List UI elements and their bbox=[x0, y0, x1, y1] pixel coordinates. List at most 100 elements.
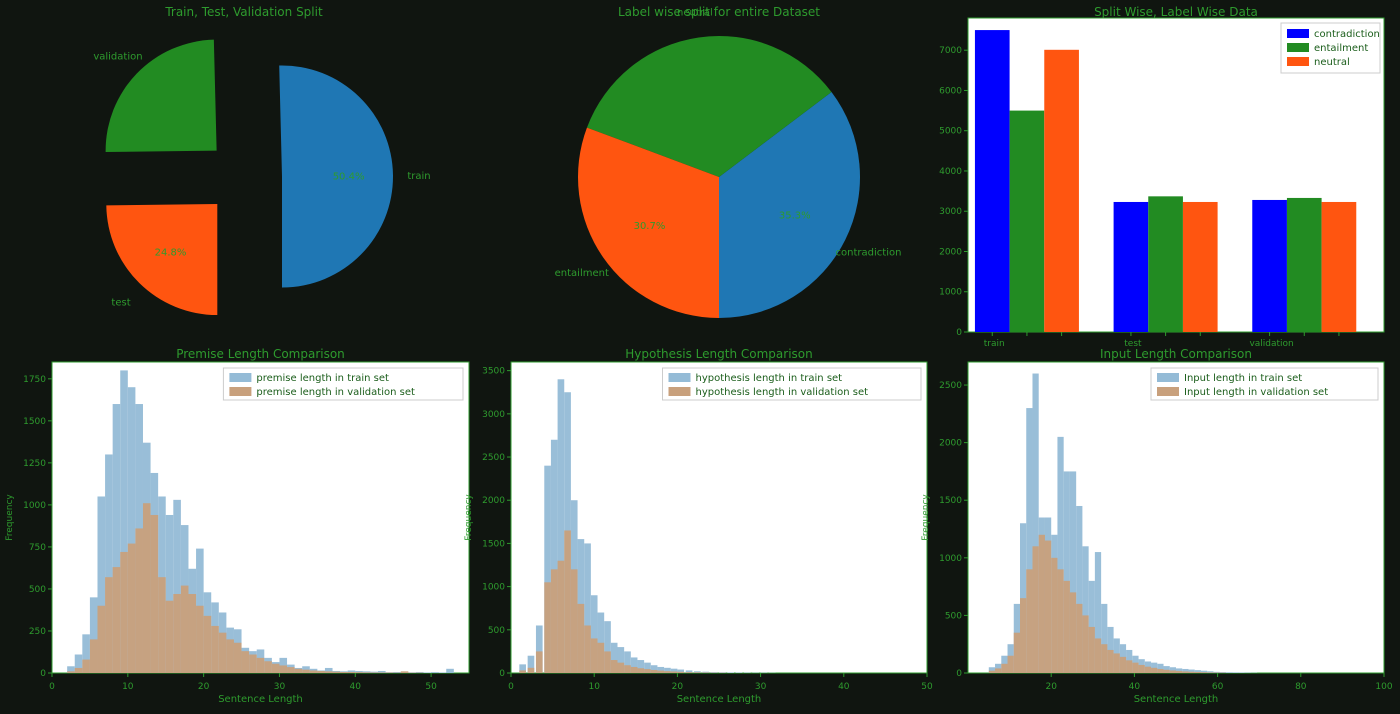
hypothesis-hist-bar-validation bbox=[564, 530, 571, 673]
bar-chart-ytick-label: 4000 bbox=[939, 167, 962, 177]
hypothesis-hist-bar-validation bbox=[702, 672, 709, 673]
input-hist-bar-validation bbox=[1095, 638, 1101, 673]
bar-train-contradiction bbox=[975, 30, 1010, 332]
input-hist-bar-validation bbox=[989, 671, 995, 673]
input-hist-bar-validation bbox=[1057, 569, 1063, 673]
premise-hist-bar-validation bbox=[340, 672, 348, 673]
input-hist-bar-validation bbox=[1151, 668, 1157, 673]
bar-chart-ytick-label: 0 bbox=[956, 328, 962, 338]
hypothesis-hist-bar-validation bbox=[571, 569, 578, 673]
premise-hist-bar-validation bbox=[348, 672, 356, 673]
premise-hist-ytick-label: 250 bbox=[29, 627, 46, 637]
bar-train-neutral bbox=[1044, 50, 1079, 332]
input-hist-bar-validation bbox=[1145, 667, 1151, 673]
hypothesis-hist-legend-swatch bbox=[669, 373, 691, 382]
bar-chart-ytick-label: 7000 bbox=[939, 46, 962, 56]
premise-hist-ytick-label: 1750 bbox=[23, 375, 46, 385]
premise-hist-bar-validation bbox=[75, 668, 83, 673]
input-hist-legend-label: Input length in validation set bbox=[1184, 387, 1328, 398]
bar-chart-ytick-label: 2000 bbox=[939, 247, 962, 257]
input-hist-legend-swatch bbox=[1157, 387, 1179, 396]
label-pie-slice-pct-contradiction: 35.3% bbox=[779, 211, 811, 222]
hypothesis-hist-bar-validation bbox=[671, 671, 678, 673]
premise-hist-bar-validation bbox=[219, 633, 227, 673]
hypothesis-hist-ytick-label: 3500 bbox=[482, 367, 505, 377]
input-hist-ytick-label: 2500 bbox=[939, 381, 962, 391]
label-pie-slice-label-neutral: neutral bbox=[677, 8, 713, 19]
premise-hist-bar-validation bbox=[211, 626, 219, 673]
bar-chart-legend-label-entailment: entailment bbox=[1314, 43, 1368, 54]
hypothesis-hist-ytick-label: 3000 bbox=[482, 410, 505, 420]
input-hist-bar-train bbox=[1226, 672, 1232, 673]
premise-hist-bar-validation bbox=[181, 586, 189, 673]
input-hist-ytick-label: 1500 bbox=[939, 496, 962, 506]
split-pie-slice-label-validation: validation bbox=[93, 52, 142, 63]
premise-hist-bar-validation bbox=[135, 528, 143, 673]
premise-hist-bar-validation bbox=[67, 671, 75, 673]
bar-test-contradiction bbox=[1114, 202, 1149, 332]
premise-hist-bar-validation bbox=[113, 567, 121, 673]
premise-hist-bar-validation bbox=[257, 658, 265, 673]
label-pie-slice-label-contradiction: contradiction bbox=[836, 247, 902, 258]
premise-hist-bar-validation bbox=[90, 639, 98, 673]
hypothesis-hist-xtick-label: 10 bbox=[588, 682, 600, 692]
input-hist-xtick-label: 80 bbox=[1295, 682, 1307, 692]
hypothesis-hist-bar-validation bbox=[551, 569, 558, 673]
premise-hist-bar-validation bbox=[355, 672, 363, 673]
premise-hist-legend-label: premise length in train set bbox=[256, 373, 389, 384]
input-hist-ytick-label: 500 bbox=[945, 611, 962, 621]
premise-hist-bar-validation bbox=[128, 544, 136, 673]
hypothesis-hist-bar-validation bbox=[657, 671, 664, 673]
premise-hist-legend-swatch bbox=[229, 387, 251, 396]
hypothesis-hist-legend-swatch bbox=[669, 387, 691, 396]
hypothesis-hist-bar-train bbox=[727, 672, 734, 673]
split-pie-slice-label-train: train bbox=[407, 171, 430, 182]
hypothesis-hist-bar-validation bbox=[617, 663, 624, 673]
input-hist-ytick-label: 2000 bbox=[939, 439, 962, 449]
input-hist-xtick-label: 60 bbox=[1212, 682, 1224, 692]
input-hist-bar-validation bbox=[1082, 615, 1088, 673]
premise-hist-bar-validation bbox=[264, 661, 272, 673]
premise-hist-xlabel: Sentence Length bbox=[218, 694, 303, 705]
premise-hist-bar-validation bbox=[272, 664, 280, 673]
input-hist-bar-validation bbox=[1064, 581, 1070, 673]
input-hist-bar-validation bbox=[1201, 672, 1207, 673]
input-hist-bar-validation bbox=[1107, 650, 1113, 673]
bar-chart-title: Split Wise, Label Wise Data bbox=[1094, 5, 1258, 19]
premise-hist-xtick-label: 0 bbox=[49, 682, 55, 692]
input-hist-bar-validation bbox=[1101, 644, 1107, 673]
hypothesis-hist-bar-validation bbox=[637, 668, 644, 673]
input-hist-bar-validation bbox=[1170, 670, 1176, 673]
hypothesis-hist-ytick-label: 1500 bbox=[482, 539, 505, 549]
input-hist-bar-train bbox=[1232, 672, 1238, 673]
hypothesis-hist-ytick-label: 2500 bbox=[482, 453, 505, 463]
hypothesis-hist-ylabel: Frequency bbox=[464, 494, 474, 541]
premise-hist-bar-validation bbox=[287, 667, 295, 673]
hypothesis-hist-legend-label: hypothesis length in train set bbox=[696, 373, 843, 384]
premise-hist-bar-train bbox=[431, 672, 439, 673]
premise-hist-bar-validation bbox=[333, 672, 341, 673]
premise-hist-bar-validation bbox=[310, 670, 318, 673]
premise-hist-bar-validation bbox=[317, 671, 325, 673]
premise-hist-bar-train bbox=[446, 669, 454, 673]
input-hist-bar-validation bbox=[1114, 653, 1120, 673]
hypothesis-hist-bar-validation bbox=[598, 643, 605, 673]
input-hist-xtick-label: 100 bbox=[1375, 682, 1392, 692]
input-hist-bar-validation bbox=[1157, 669, 1163, 673]
bar-train-entailment bbox=[1010, 111, 1045, 332]
input-hist-bar-validation bbox=[1188, 672, 1194, 673]
hypothesis-hist-bar-validation bbox=[519, 670, 526, 673]
premise-hist-bar-validation bbox=[82, 660, 90, 673]
premise-hist-legend-swatch bbox=[229, 373, 251, 382]
input-hist-bar-validation bbox=[1026, 569, 1032, 673]
input-hist-xlabel: Sentence Length bbox=[1134, 694, 1219, 705]
label-pie-title: Label wise split for entire Dataset bbox=[618, 5, 820, 19]
bar-chart-legend-swatch-contradiction bbox=[1287, 29, 1309, 38]
input-hist-ylabel: Frequency bbox=[921, 494, 931, 541]
premise-hist-ytick-label: 1000 bbox=[23, 501, 46, 511]
input-hist-bar-validation bbox=[1132, 663, 1138, 673]
hypothesis-hist-bar-validation bbox=[584, 625, 591, 673]
input-hist-bar-validation bbox=[1001, 664, 1007, 673]
premise-hist-xtick-label: 50 bbox=[425, 682, 437, 692]
